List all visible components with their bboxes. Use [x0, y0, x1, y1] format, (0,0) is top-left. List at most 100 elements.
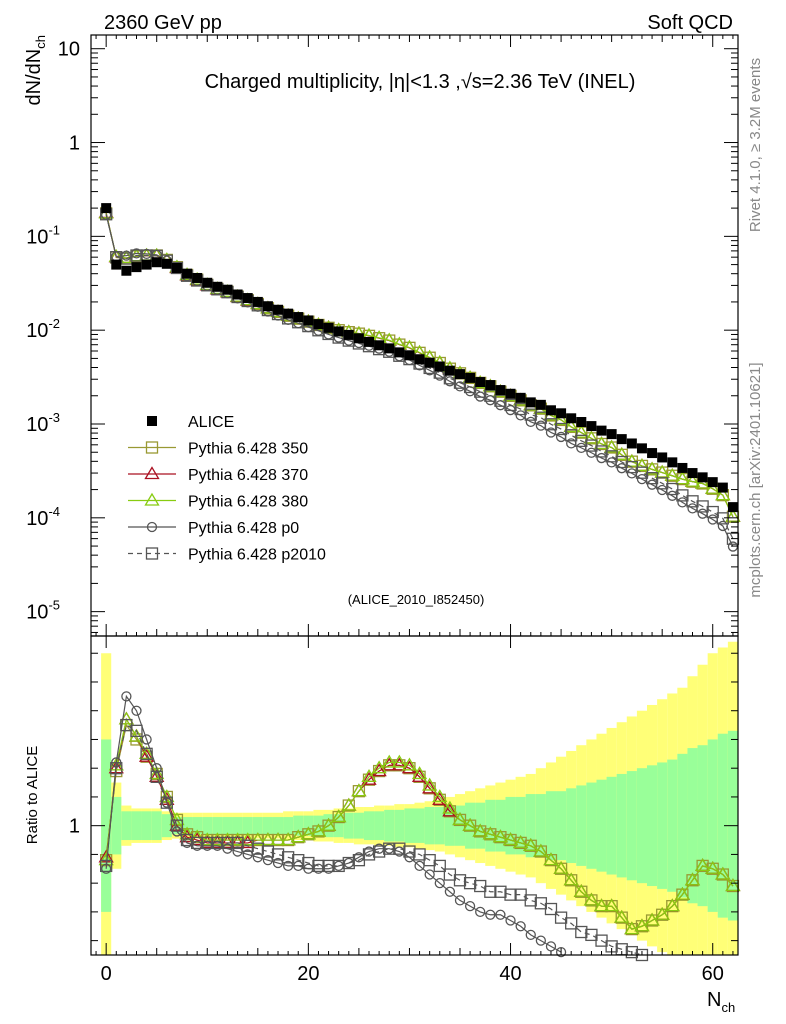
band-stat [525, 794, 536, 858]
ratio-y-label: Ratio to ALICE [24, 746, 41, 844]
ratio-point [140, 747, 153, 760]
ratio-point [694, 858, 711, 872]
alice-point [374, 340, 385, 351]
alice-point [101, 203, 112, 214]
series-point [694, 475, 711, 489]
ratio-point [674, 886, 691, 900]
band-stat [222, 817, 233, 835]
alice-point [677, 462, 688, 473]
series-point [674, 471, 691, 485]
band-stat [535, 794, 546, 858]
legend-label: Pythia 6.428 p2010 [188, 547, 326, 564]
y-tick-label: 10-3 [26, 410, 60, 436]
band-stat [232, 817, 243, 835]
alice-point [121, 265, 132, 276]
band-stat [515, 796, 526, 855]
ratio-point [524, 894, 537, 907]
band-stat [596, 779, 607, 872]
ratio-point [271, 848, 285, 861]
alice-point [242, 293, 253, 304]
band-stat [181, 817, 193, 835]
alice-point [535, 399, 546, 410]
ratio-point [502, 832, 519, 846]
band-stat [121, 811, 132, 841]
x-axis-label: Nch [707, 989, 735, 1015]
alice-point [475, 377, 486, 388]
ratio-point [240, 832, 256, 846]
ratio-point [151, 763, 162, 774]
band-stat [353, 812, 364, 839]
legend-item: Pythia 6.428 380 [128, 492, 308, 511]
ratio-point [211, 836, 224, 850]
ratio-point [482, 826, 498, 840]
series-point [575, 434, 588, 447]
ratio-point [593, 898, 610, 912]
mcplots-label: mcplots.cern.ch [arXiv:2401.10621] [747, 362, 764, 597]
ratio-point [149, 769, 165, 782]
alice-point [616, 434, 627, 445]
ratio-point [432, 789, 448, 803]
analysis-label: (ALICE_2010_I852450) [348, 592, 485, 607]
series-point [706, 505, 719, 519]
series-line [105, 214, 734, 540]
ratio-point [475, 906, 486, 918]
ratio-point [179, 829, 195, 843]
alice-point [687, 468, 698, 479]
ratio-point [585, 928, 598, 942]
ratio-point [261, 845, 275, 858]
alice-point [586, 421, 597, 432]
alice-point [727, 502, 738, 513]
series-point [725, 508, 741, 522]
ratio-series-2 [98, 711, 741, 935]
ratio-point [705, 861, 721, 874]
band-stat [677, 753, 688, 898]
ratio-point [523, 838, 539, 851]
alice-point [202, 277, 213, 288]
ratio-point [535, 935, 547, 946]
alice-point [657, 452, 668, 463]
ratio-point [383, 842, 396, 855]
band-stat [161, 814, 172, 838]
main-series [98, 203, 741, 552]
series-point [654, 464, 670, 478]
ratio-point [229, 832, 246, 846]
alice-point [273, 304, 284, 315]
alice-point [414, 354, 425, 365]
ratio-series-4 [100, 718, 649, 962]
header-right: Soft QCD [647, 12, 733, 34]
ratio-point [251, 842, 264, 855]
ratio-point [513, 835, 529, 849]
band-stat [434, 806, 445, 845]
band-stat [192, 817, 203, 835]
ratio-point [138, 748, 155, 762]
alice-point [556, 408, 567, 419]
band-stat [141, 811, 152, 841]
ratio-point [543, 852, 559, 866]
band-stat [556, 791, 567, 861]
y-tick-exponent: -4 [48, 504, 60, 519]
ratio-point [292, 854, 305, 867]
band-stat [697, 745, 708, 907]
alice-point [161, 258, 172, 269]
x-tick-label: 60 [702, 963, 724, 985]
ratio-point [201, 836, 214, 850]
y-tick-label: 10 [58, 39, 80, 61]
alice-point [222, 284, 233, 295]
alice-point [545, 405, 556, 416]
band-stat [202, 817, 213, 835]
ratio-point [300, 826, 316, 840]
band-stat [576, 785, 587, 866]
ratio-point [725, 878, 741, 892]
series-point [705, 480, 721, 494]
ratio-point [525, 929, 536, 941]
band-stat [566, 788, 577, 864]
alice-point [606, 429, 617, 440]
ratio-point [664, 898, 680, 912]
ratio-point [199, 832, 215, 846]
ratio-point [411, 769, 428, 782]
ratio-point [411, 766, 428, 780]
ratio-point [121, 691, 132, 702]
ratio-point [504, 888, 517, 901]
ratio-point [505, 915, 516, 926]
